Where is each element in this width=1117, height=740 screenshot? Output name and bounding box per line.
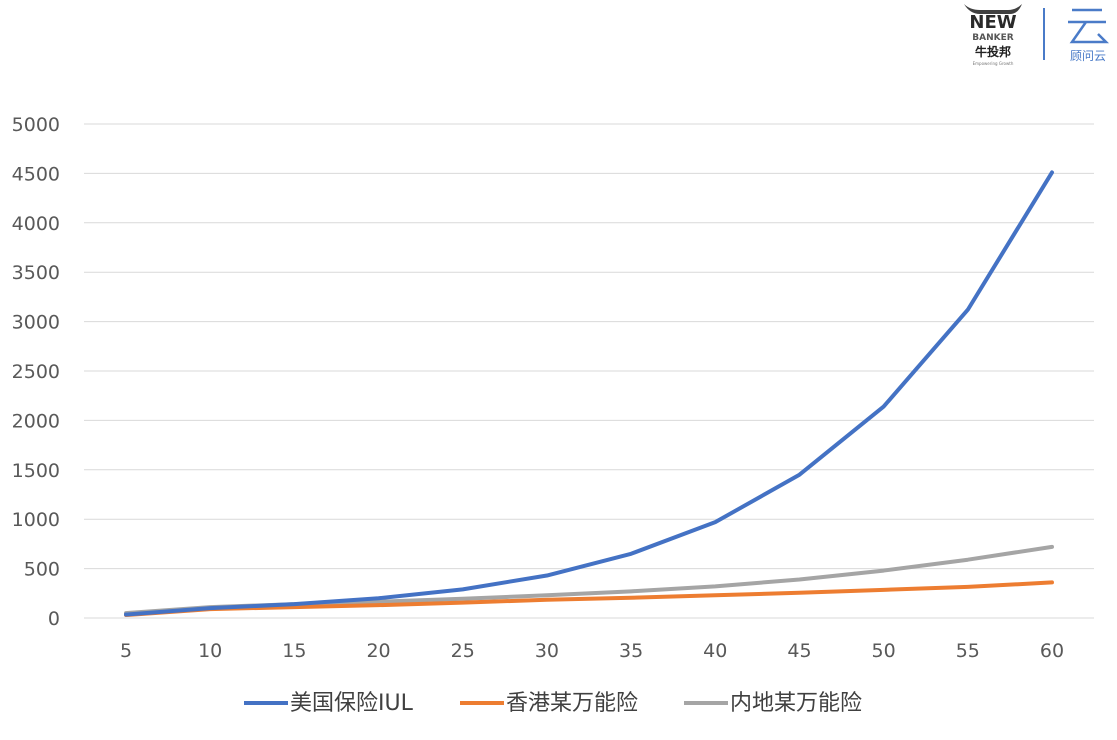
logo-banker-text: BANKER <box>972 33 1013 43</box>
y-tick-label: 3500 <box>12 262 60 284</box>
series-line <box>124 544 1054 616</box>
legend: 美国保险IUL 香港某万能险 内地某万能险 <box>244 691 862 716</box>
y-tick-label: 1500 <box>12 460 60 482</box>
y-tick-label: 2500 <box>12 361 60 383</box>
x-tick-label: 5 <box>120 640 132 662</box>
logo-cn-text: 牛投邦 <box>975 44 1011 59</box>
y-tick-label: 500 <box>24 559 60 581</box>
x-tick-label: 30 <box>535 640 559 662</box>
series-line <box>124 580 1054 618</box>
logo-right-text: 顾问云 <box>1070 49 1106 63</box>
logo-new-text: NEW <box>969 12 1016 33</box>
series-line <box>124 170 1054 617</box>
series-lines <box>124 170 1054 618</box>
legend-label: 香港某万能险 <box>506 691 638 716</box>
x-tick-label: 50 <box>872 640 896 662</box>
logo-tagline-text: Empowering Growth <box>973 61 1014 66</box>
x-tick-label: 60 <box>1040 640 1064 662</box>
x-tick-label: 25 <box>451 640 475 662</box>
y-axis-ticks: 0 500 1000 1500 2000 2500 3000 3500 4000 4500 5000 <box>12 114 60 630</box>
y-tick-label: 4500 <box>12 163 60 185</box>
x-tick-label: 10 <box>198 640 222 662</box>
x-tick-label: 15 <box>282 640 306 662</box>
x-tick-label: 40 <box>703 640 727 662</box>
newbanker-logo: NEW BANKER 牛投邦 Empowering Growth <box>964 4 1022 66</box>
x-tick-label: 35 <box>619 640 643 662</box>
y-tick-label: 5000 <box>12 114 60 136</box>
cloud-icon <box>1068 8 1110 44</box>
guwenyun-logo: 顾问云 <box>1068 8 1110 63</box>
y-tick-label: 0 <box>48 608 60 630</box>
gridlines <box>84 123 1094 619</box>
x-tick-label: 55 <box>956 640 980 662</box>
x-tick-label: 45 <box>787 640 811 662</box>
legend-label: 美国保险IUL <box>290 691 414 716</box>
x-axis-ticks: 5 10 15 20 25 30 35 40 45 50 55 60 <box>120 640 1064 662</box>
x-tick-label: 20 <box>366 640 390 662</box>
y-tick-label: 3000 <box>12 312 60 334</box>
logo-area: NEW BANKER 牛投邦 Empowering Growth 顾问云 <box>964 4 1110 66</box>
y-tick-label: 1000 <box>12 509 60 531</box>
y-tick-label: 2000 <box>12 410 60 432</box>
y-tick-label: 4000 <box>12 213 60 235</box>
legend-label: 内地某万能险 <box>730 691 862 716</box>
